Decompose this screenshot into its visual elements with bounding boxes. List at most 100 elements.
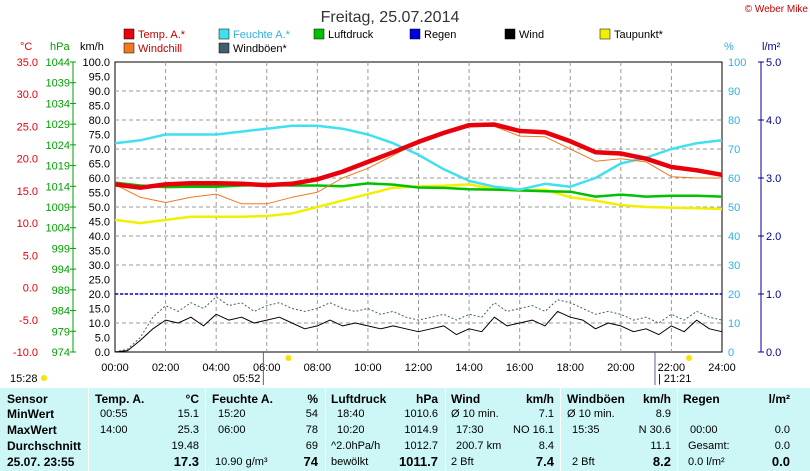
time-tick-label: 14:00 [455, 362, 483, 374]
pressure-min-time: 18:40 [337, 408, 365, 420]
column-header: Feuchte A. [212, 392, 273, 406]
wind-axis-tick-label: 85.0 [89, 101, 110, 113]
column-unit: % [307, 392, 318, 406]
wind-axis-tick-label: 55.0 [89, 188, 110, 200]
legend-label: Windchill [138, 43, 182, 55]
rain-axis-tick-label: 1.0 [766, 289, 781, 301]
temp-axis-tick-label: -5.0 [19, 315, 38, 327]
pressure-axis-tick-label: 994 [52, 264, 70, 276]
temp-axis-tick-label: 20.0 [17, 154, 38, 166]
time-tick-label: 04:00 [202, 362, 230, 374]
column-header: Windböen [567, 392, 625, 406]
gust-max-time: 15:35 [572, 424, 600, 436]
wind-axis-tick-label: 0.0 [95, 347, 110, 359]
weather-chart: Freitag, 25.07.2014 © Weber Mike Temp. A… [10, 4, 809, 385]
legend-swatch [504, 28, 516, 40]
time-tick-label: 02:00 [152, 362, 180, 374]
temp-min-value: 15.1 [177, 408, 199, 420]
temp-axis-tick-label: 10.0 [17, 218, 38, 230]
temp-max-time: 14:00 [100, 424, 128, 436]
wind-axis-tick-label: 90.0 [89, 86, 110, 98]
wind-axis-tick-label: 25.0 [89, 275, 110, 287]
legend: Temp. A.* Feuchte A.* Luftdruck Regen Wind Ta… [123, 28, 664, 55]
wind-beaufort: 2 Bft [451, 456, 474, 468]
humidity-max-value: 78 [305, 424, 318, 436]
sunset-label: | 21:21 [658, 373, 691, 385]
wind-unit-label: km/h [80, 41, 104, 53]
wind-axis-tick-label: 40.0 [89, 231, 110, 243]
pressure-average: 1012.7 [404, 440, 438, 452]
wind-distance: 200.7 km [456, 440, 502, 452]
series-line-luftdruck [114, 181, 723, 198]
previous-sunset-label: 15:28 [10, 373, 38, 385]
humidity-unit-label: % [724, 41, 734, 53]
pressure-current: 1011.7 [398, 454, 438, 469]
row-label: MaxWert [7, 423, 57, 437]
time-tick-label: 20:00 [607, 362, 635, 374]
pressure-trend: ^2.0hPa/h [331, 440, 381, 452]
table-divider [325, 388, 326, 471]
wind-axis-tick-label: 80.0 [89, 115, 110, 127]
sun-icon [41, 375, 47, 381]
pressure-axis-tick-label: 984 [52, 306, 70, 318]
wind-axis-tick-label: 100.0 [82, 57, 110, 69]
gust-beaufort: 2 Bft [572, 456, 595, 468]
copyright-label: © Weber Mike [745, 4, 809, 15]
pressure-axis-tick-label: 974 [52, 347, 70, 359]
legend-swatch [218, 28, 230, 40]
wind-avg-label: Ø 10 min. [451, 408, 499, 420]
rain-axis-tick-label: 4.0 [766, 115, 781, 127]
column-unit: hPa [415, 392, 438, 406]
wind-axis-tick-label: 20.0 [89, 289, 110, 301]
x-axis: 00:00 02:00 04:00 06:00 08:00 10:00 12:00 14:00… [10, 352, 736, 385]
humidity-axis-tick-label: 70 [728, 144, 740, 156]
humidity-axis-tick-label: 60 [728, 173, 740, 185]
wind-axis-tick-label: 65.0 [89, 159, 110, 171]
legend-swatch [409, 28, 421, 40]
rain-axis-tick-label: 0.0 [766, 347, 781, 359]
legend-label: Feuchte A.* [233, 29, 291, 41]
wind-axis-tick-label: 70.0 [89, 144, 110, 156]
humidity-average: 69 [305, 440, 318, 452]
column-header: Wind [451, 392, 481, 406]
rain-max-value: 0.0 [774, 424, 790, 436]
humidity-axis-tick-label: 50 [728, 202, 740, 214]
rain-axis-tick-label: 2.0 [766, 231, 781, 243]
column-unit: km/h [642, 392, 671, 406]
wind-axis-tick-label: 35.0 [89, 246, 110, 258]
time-tick-label: 12:00 [405, 362, 433, 374]
pressure-min-value: 1010.6 [404, 408, 438, 420]
rain-current: 0.0 [771, 454, 790, 469]
column-header: Luftdruck [331, 392, 387, 406]
temp-axis-tick-label: 15.0 [17, 186, 38, 198]
time-tick-label: 08:00 [304, 362, 332, 374]
temp-min-time: 00:55 [100, 408, 128, 420]
column-header: Sensor [7, 392, 48, 406]
wind-axis-tick-label: 30.0 [89, 260, 110, 272]
legend-label: Regen [424, 29, 456, 41]
pressure-axis-tick-label: 1044 [46, 57, 70, 69]
series-line-temp-a [114, 122, 723, 190]
gust-average: 11.1 [650, 440, 671, 452]
row-label: Durchschnitt [7, 439, 82, 453]
series-line-feuchte-a [114, 124, 723, 191]
rain-unit-label: l/m² [762, 41, 781, 53]
humidity-axis-tick-label: 90 [728, 86, 740, 98]
time-tick-label: 00:00 [101, 362, 129, 374]
time-tick-label: 10:00 [354, 362, 382, 374]
plot-area [114, 61, 723, 353]
time-tick-label: 22:00 [658, 362, 686, 374]
rain-current-label: 0.0 l/m² [688, 456, 725, 468]
pressure-axis-tick-label: 1029 [46, 119, 70, 131]
chart-title: Freitag, 25.07.2014 [321, 9, 460, 26]
table-divider [560, 388, 561, 471]
legend-label: Windböen* [233, 43, 288, 55]
column-unit: °C [185, 392, 199, 406]
y-axes: 35.0 30.0 25.0 20.0 15.0 10.0 5.0 0.0 -5.0 -10.0 1… [13, 57, 781, 359]
wind-max-value: NO 16.1 [513, 424, 554, 436]
wind-axis-tick-label: 75.0 [89, 130, 110, 142]
gust-max-value: N 30.6 [638, 424, 671, 436]
wind-axis-tick-label: 15.0 [89, 304, 110, 316]
wind-axis-tick-label: 5.0 [95, 333, 110, 345]
humidity-min-time: 15:20 [218, 408, 246, 420]
